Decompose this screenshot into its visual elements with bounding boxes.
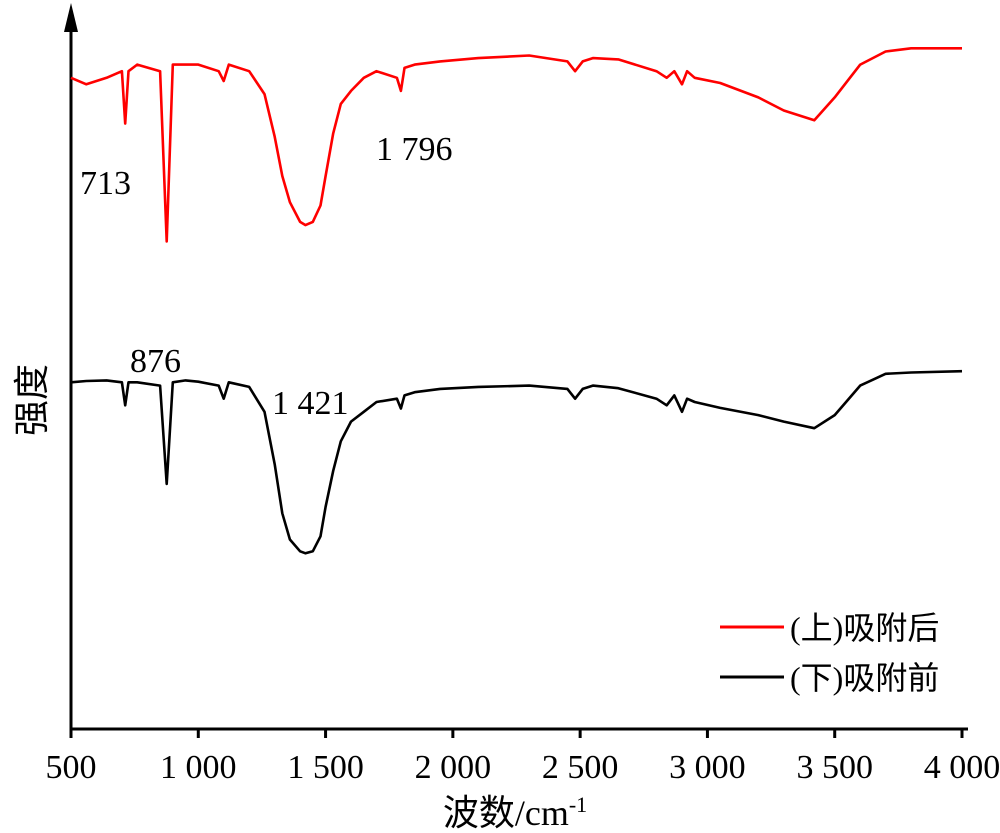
x-axis-title-sup: -1: [569, 792, 587, 817]
series-layer: [70, 46, 963, 555]
y-axis-arrow-icon: [64, 3, 78, 32]
annotation-713: 713: [80, 165, 131, 202]
x-tick-label: 3 000: [669, 749, 746, 786]
x-axis-title: 波数/cm-1: [443, 792, 587, 833]
legend-label-after: (上)吸附后: [790, 610, 939, 646]
x-tick-label: 2 000: [415, 749, 492, 786]
legend: (上)吸附后 (下)吸附前: [720, 610, 939, 696]
series-line-before-adsorption: [70, 369, 963, 555]
legend-label-before: (下)吸附前: [790, 660, 939, 696]
x-tick-label: 3 500: [796, 749, 873, 786]
x-tick-label: 1 500: [287, 749, 364, 786]
x-axis-title-main: 波数/cm: [443, 793, 569, 833]
x-tick-label: 4 000: [924, 749, 1000, 786]
annotation-876: 876: [130, 343, 181, 380]
x-ticks: 500 1 000 1 500 2 000 2 500 3 000 3 500 4 000: [46, 729, 1000, 786]
annotation-1796: 1 796: [376, 131, 453, 168]
x-tick-label: 500: [46, 749, 97, 786]
y-axis-title: 强度: [12, 364, 52, 436]
x-tick-label: 1 000: [160, 749, 237, 786]
annotation-1421: 1 421: [272, 385, 349, 422]
x-tick-label: 2 500: [542, 749, 619, 786]
series-line-after-adsorption: [70, 46, 962, 243]
